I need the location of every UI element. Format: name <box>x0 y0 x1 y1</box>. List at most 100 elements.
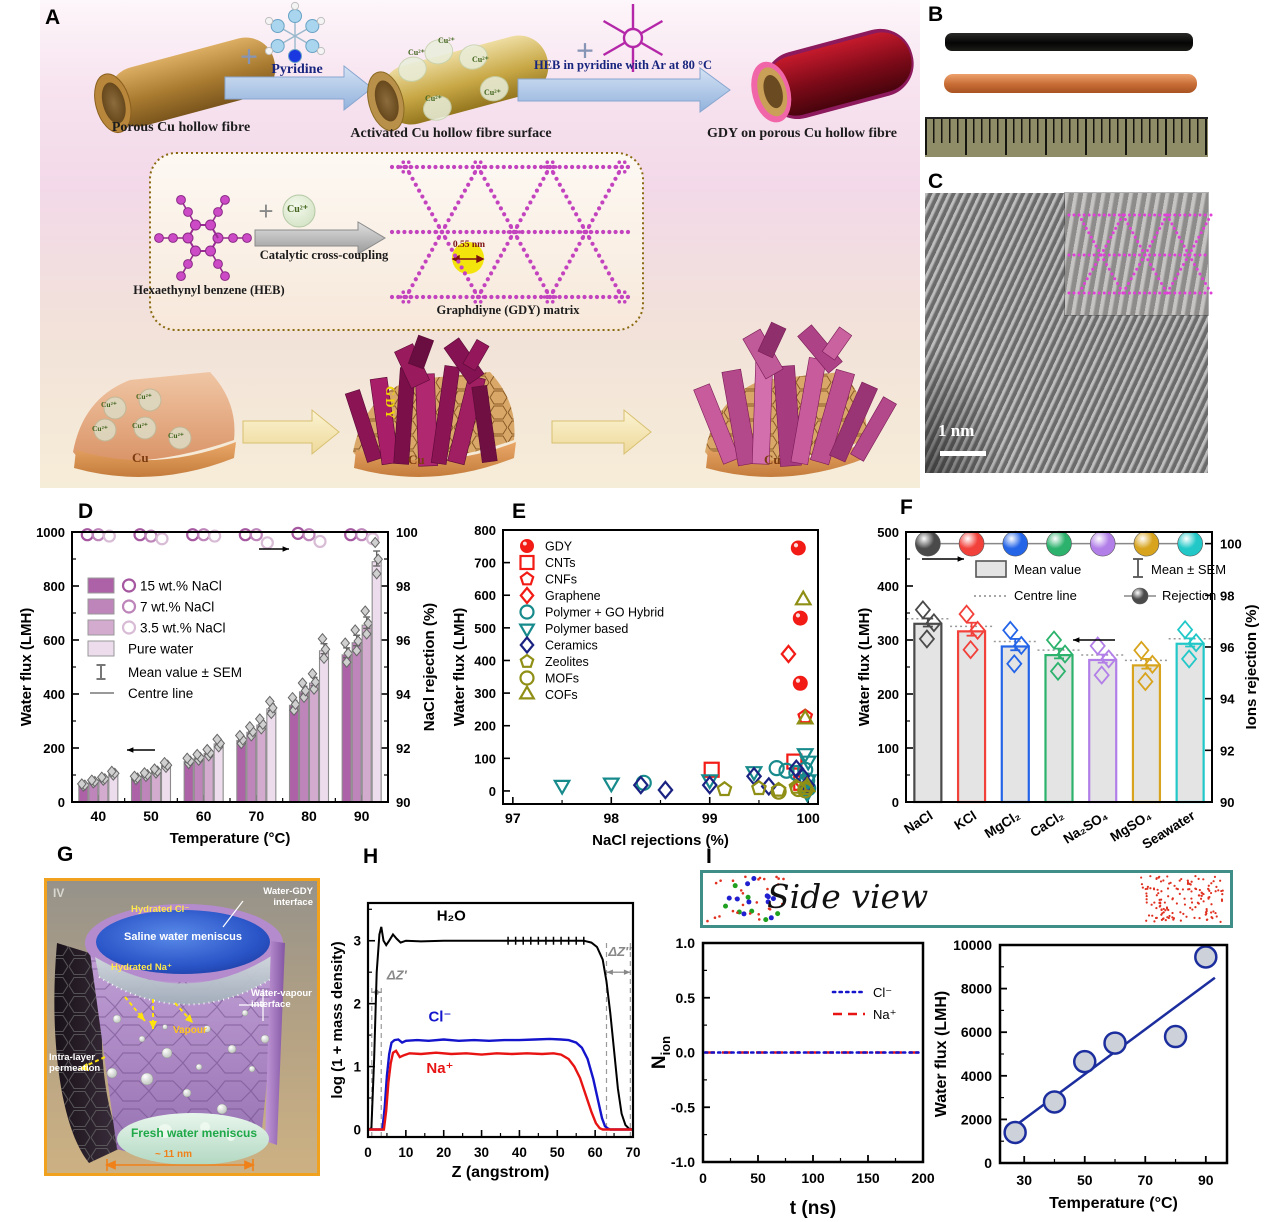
water-atom <box>1160 890 1163 893</box>
water-atom <box>1189 883 1192 886</box>
gdy-dot <box>433 294 438 300</box>
vapour-sphere <box>203 1025 211 1033</box>
lattice-dot <box>1193 213 1197 217</box>
y2-tick-label: 96 <box>396 633 410 648</box>
x-category-label: NaCl <box>901 808 935 837</box>
data-diamond <box>1089 636 1106 656</box>
bar-Pure water <box>213 743 224 803</box>
gdy-dot <box>466 182 471 187</box>
y-tick-label: 600 <box>474 588 496 603</box>
legend-label: Centre line <box>1014 588 1077 603</box>
gdy-dot <box>469 283 474 288</box>
lattice-dot <box>1183 291 1187 295</box>
gdy-dot <box>449 247 454 252</box>
lattice-dot <box>1135 267 1139 271</box>
gdy-node-dot <box>437 234 442 239</box>
gdy-plate <box>471 384 498 464</box>
bar-15 wt.% NaCl <box>341 654 352 803</box>
lattice-dot <box>1110 272 1114 276</box>
solute-atom <box>736 911 739 914</box>
gdy-dot <box>531 194 536 199</box>
marker-circle <box>260 536 274 550</box>
bar-NaCl <box>913 622 943 804</box>
gdy-dot <box>570 294 575 300</box>
marker-triangle-down <box>518 623 536 639</box>
marker-circle <box>790 780 807 798</box>
gdy-node-dot <box>553 295 558 299</box>
x-tick-label: 100 <box>801 1170 825 1186</box>
panel-g-pore-schematic: IV Water-GDY interface Hydrated Cl⁻ Sali… <box>44 878 320 1176</box>
gdy-dot <box>466 277 471 282</box>
legend-label: Mean ± SEM <box>1151 562 1226 577</box>
lattice-dot <box>1199 231 1203 235</box>
lattice-dot <box>1102 213 1106 217</box>
gdy-node-dot <box>481 295 486 299</box>
gdy-dot <box>402 229 407 235</box>
cu-ion-circle <box>282 194 316 228</box>
gdy-node-dot <box>470 165 475 169</box>
x-tick-label: 50 <box>1077 1172 1093 1188</box>
solute-atom <box>746 899 752 905</box>
y-tick-label: 8000 <box>961 981 992 997</box>
gdy-dot <box>482 283 487 288</box>
y-tick-label: 500 <box>474 621 496 636</box>
water-atom <box>1146 885 1149 888</box>
cu-ion-label: Cu²⁺ <box>287 204 309 215</box>
x-axis-label: t (ns) <box>790 1198 836 1219</box>
gdy-dot <box>445 294 450 300</box>
legend-label: MOFs <box>545 672 579 686</box>
y-tick-label: 200 <box>877 687 899 702</box>
water-atom <box>1204 913 1207 916</box>
lattice-dot <box>1112 291 1116 295</box>
fibre3-caption: GDY on porous Cu hollow fibre <box>707 126 897 141</box>
x-tick-label: 70 <box>1137 1172 1153 1188</box>
x-tick-label: 70 <box>249 808 265 824</box>
lattice-dot <box>1146 258 1150 262</box>
lattice-dot <box>1094 263 1097 266</box>
x-tick-label: 60 <box>588 1145 603 1160</box>
marker-circle <box>208 529 222 543</box>
panel-a-schematic: Porous Cu hollow fibre Activated Cu holl… <box>40 0 920 488</box>
plus-sign-1: + <box>239 38 259 74</box>
gdy-dot <box>590 218 595 223</box>
legend-label: 3.5 wt.% NaCl <box>140 621 226 636</box>
y-tick-label: 200 <box>43 741 65 756</box>
gdy-dot <box>518 241 523 246</box>
lattice-dot <box>1105 263 1108 266</box>
water-atom <box>1160 918 1164 921</box>
gdy-dot <box>588 164 593 170</box>
lattice-dot <box>1116 282 1119 285</box>
pyridine-h-atom <box>316 46 326 56</box>
gdy-dot <box>501 164 506 170</box>
y2-tick-label: 92 <box>396 741 410 756</box>
legend-label: Ceramics <box>545 639 598 653</box>
marker-circle-filled <box>792 610 808 626</box>
y-tick-label: 100 <box>877 741 899 756</box>
legend-swatch <box>975 560 1007 578</box>
gdy-dot <box>538 164 544 170</box>
lattice-dot <box>1188 291 1192 295</box>
fibre1-caption: Porous Cu hollow fibre <box>111 120 251 135</box>
gdy-node-dot <box>401 160 406 165</box>
lattice-dot <box>1106 240 1110 244</box>
ruler-cm-marks <box>925 119 1208 155</box>
marker-circle <box>133 528 147 542</box>
gdy-dot <box>476 229 482 235</box>
generated-decorations <box>73 1 897 477</box>
pyridine-atom <box>288 9 302 23</box>
data-diamond <box>297 677 308 689</box>
gdy-coated-fibre-photo <box>945 33 1193 51</box>
data-diamond <box>264 695 275 708</box>
y-axis-label: Water flux (LMH) <box>856 608 873 727</box>
y-tick-label: 3 <box>353 934 361 949</box>
y-axis-label: Water flux (LMH) <box>451 608 468 727</box>
gdy-node-dot <box>545 290 550 295</box>
lattice-dot <box>1198 213 1202 217</box>
lattice-dot <box>1148 213 1152 217</box>
water-atom <box>1171 897 1174 900</box>
water-atom <box>1149 887 1152 890</box>
data-diamond <box>319 652 329 665</box>
vapour-label: Vapour <box>173 1025 207 1036</box>
gdy-dot <box>601 229 606 235</box>
lattice-dot <box>1072 253 1076 257</box>
